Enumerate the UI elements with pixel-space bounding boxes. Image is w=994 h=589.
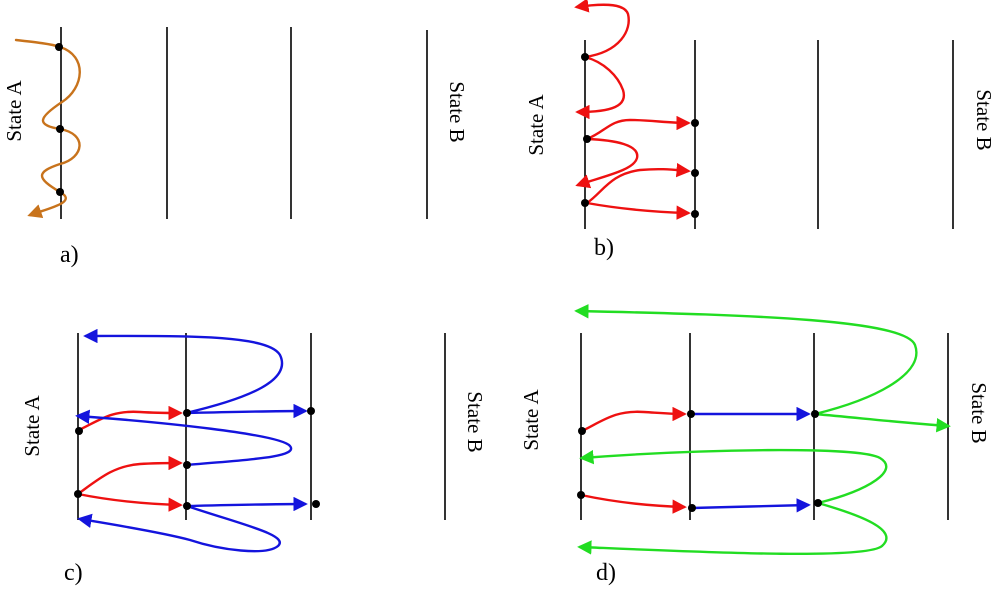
red-trajectory xyxy=(580,406,687,433)
state-b-label: State B xyxy=(463,391,487,452)
event-point xyxy=(691,169,699,177)
event-point xyxy=(56,188,64,196)
green-trajectory xyxy=(813,412,951,433)
event-point xyxy=(814,499,822,507)
event-point xyxy=(583,135,591,143)
panel-label: a) xyxy=(60,242,79,268)
panel-c: State A State B c) xyxy=(20,328,487,586)
event-point xyxy=(312,500,320,508)
red-trajectory xyxy=(77,405,183,432)
blue-trajectory xyxy=(75,409,293,467)
red-trajectory xyxy=(76,455,183,496)
panel-d: State A State B d) xyxy=(519,304,991,586)
blue-trajectory xyxy=(184,403,308,419)
event-point xyxy=(691,119,699,127)
green-trajectory xyxy=(577,501,888,556)
red-trajectory xyxy=(575,137,639,189)
state-b-label: State B xyxy=(967,382,991,443)
event-point xyxy=(183,409,191,417)
red-trajectory xyxy=(579,493,687,514)
state-a-label: State A xyxy=(2,80,26,142)
red-trajectory xyxy=(585,115,691,141)
event-point xyxy=(56,125,64,133)
event-point xyxy=(581,53,589,61)
state-a-label: State A xyxy=(20,395,44,457)
event-point xyxy=(811,410,819,418)
event-point xyxy=(691,210,699,218)
event-point xyxy=(688,504,696,512)
green-trajectory xyxy=(579,448,888,505)
state-b-label: State B xyxy=(445,81,469,142)
event-point xyxy=(74,490,82,498)
event-point xyxy=(75,427,83,435)
panel-label: d) xyxy=(596,560,616,586)
event-point xyxy=(307,407,315,415)
event-point xyxy=(577,491,585,499)
red-trajectory xyxy=(574,0,630,59)
blue-trajectory xyxy=(77,504,281,553)
event-point xyxy=(55,43,63,51)
red-trajectory xyxy=(575,55,626,120)
blue-trajectory xyxy=(185,496,308,512)
blue-trajectory xyxy=(83,328,284,415)
panel-label: c) xyxy=(64,560,83,586)
panel-label: b) xyxy=(594,235,614,261)
event-point xyxy=(578,427,586,435)
red-trajectory xyxy=(585,162,691,205)
event-point xyxy=(183,502,191,510)
event-point xyxy=(183,461,191,469)
state-b-label: State B xyxy=(972,89,994,150)
blue-trajectory xyxy=(690,498,811,513)
state-a-label: State A xyxy=(524,94,548,156)
panel-b: State A State B b) xyxy=(524,0,994,261)
red-trajectory xyxy=(76,492,183,512)
panel-a: State A State B a) xyxy=(2,27,469,268)
state-a-label: State A xyxy=(519,389,543,451)
green-trajectory xyxy=(574,304,918,416)
red-trajectory xyxy=(585,201,691,220)
event-point xyxy=(687,410,695,418)
event-point xyxy=(581,199,589,207)
